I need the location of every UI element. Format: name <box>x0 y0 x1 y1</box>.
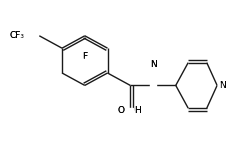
Bar <box>18 33 31 38</box>
Text: N: N <box>219 81 226 90</box>
Text: N: N <box>150 60 156 69</box>
Bar <box>218 83 223 88</box>
Bar <box>82 58 87 63</box>
Text: H: H <box>134 106 141 115</box>
Text: N: N <box>150 60 156 69</box>
Text: CF₃: CF₃ <box>10 31 25 40</box>
Bar <box>151 83 156 88</box>
Text: CF₃: CF₃ <box>10 31 25 40</box>
Text: H: H <box>134 106 141 115</box>
Text: N: N <box>219 81 226 90</box>
Text: O: O <box>117 106 124 115</box>
Text: O: O <box>117 106 124 115</box>
Text: F: F <box>82 52 87 61</box>
Bar <box>128 108 133 113</box>
Text: F: F <box>82 52 87 61</box>
